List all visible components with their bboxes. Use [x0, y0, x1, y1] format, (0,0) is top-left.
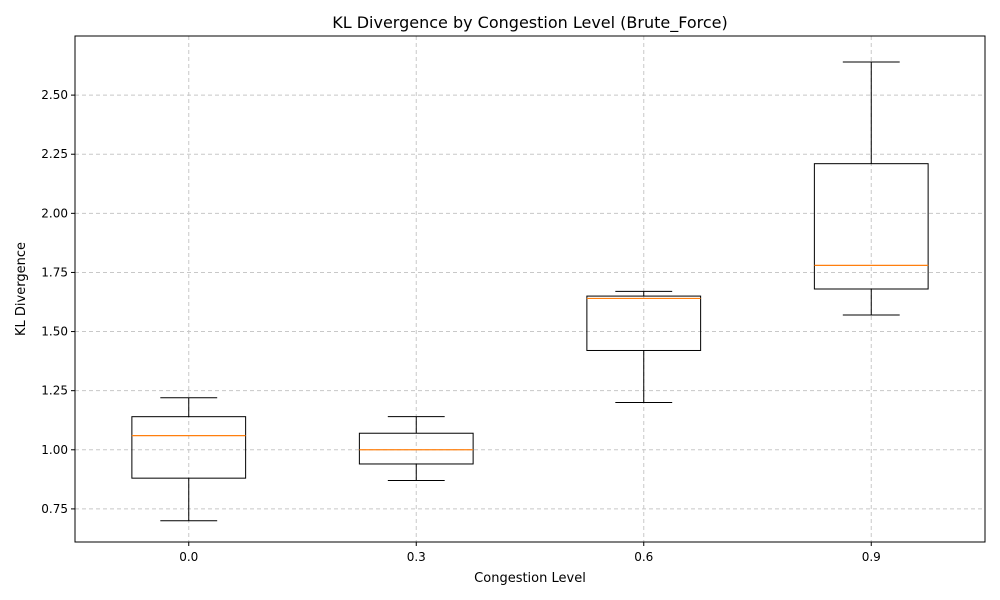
x-tick-label: 0.3	[407, 550, 426, 564]
y-tick-label: 2.25	[41, 147, 68, 161]
y-axis-label: KL Divergence	[14, 242, 29, 336]
y-tick-label: 1.50	[41, 325, 68, 339]
x-axis-ticks: 0.0 0.3 0.6 0.9	[179, 542, 881, 564]
box-series	[131, 61, 929, 522]
x-tick-label: 0.0	[179, 550, 198, 564]
iqr-box	[813, 163, 929, 290]
box-group-0-6	[586, 290, 702, 403]
chart-title: KL Divergence by Congestion Level (Brute…	[332, 13, 728, 33]
x-tick-label: 0.9	[862, 550, 881, 564]
plot-area-frame	[74, 35, 986, 543]
iqr-box	[358, 432, 474, 465]
iqr-box	[586, 295, 702, 351]
y-tick-label: 2.00	[41, 206, 68, 220]
y-tick-label: 1.75	[41, 265, 68, 279]
y-axis-ticks: 0.75 1.00 1.25 1.50 1.75 2.00 2.25 2.50	[41, 88, 75, 516]
y-tick-label: 0.75	[41, 502, 68, 516]
x-tick-label: 0.6	[634, 550, 653, 564]
box-group-0-0	[131, 397, 247, 522]
box-group-0-9	[813, 61, 929, 316]
y-tick-label: 1.25	[41, 384, 68, 398]
y-tick-label: 1.00	[41, 443, 68, 457]
box-group-0-3	[358, 416, 474, 482]
y-tick-label: 2.50	[41, 88, 68, 102]
grid-lines	[75, 36, 985, 542]
x-axis-label: Congestion Level	[474, 571, 586, 586]
iqr-box	[131, 416, 247, 479]
